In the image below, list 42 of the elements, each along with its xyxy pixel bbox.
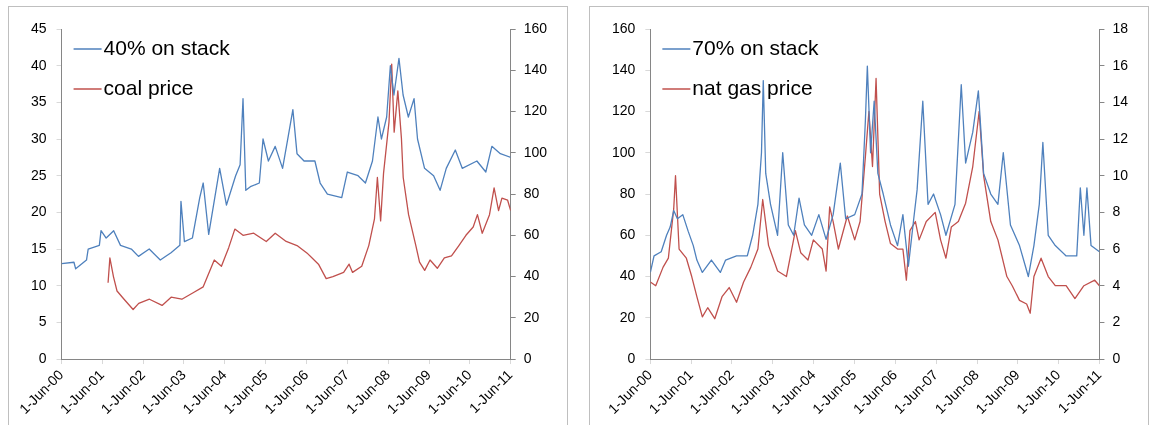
y2-tick-label: 18 — [1112, 19, 1129, 36]
y2-tick-label: 6 — [1112, 239, 1121, 256]
legend-label: 70% on stack — [692, 35, 819, 59]
y2-tick-label: 8 — [1112, 203, 1121, 220]
y2-tick-label: 12 — [1112, 129, 1129, 146]
y2-tick-label: 40 — [523, 267, 540, 284]
y-tick-label: 40 — [30, 56, 47, 73]
y-tick-label: 35 — [30, 93, 47, 110]
y2-tick-label: 80 — [523, 184, 540, 201]
y2-tick-label: 120 — [523, 102, 548, 119]
y-tick-label: 20 — [619, 308, 636, 325]
y2-tick-label: 4 — [1112, 276, 1121, 293]
y2-tick-label: 140 — [523, 61, 548, 78]
y-tick-label: 20 — [30, 203, 47, 220]
y-tick-label: 40 — [619, 267, 636, 284]
y2-tick-label: 0 — [1112, 349, 1121, 366]
y2-tick-label: 20 — [523, 308, 540, 325]
y2-tick-label: 160 — [523, 19, 548, 36]
y2-tick-label: 2 — [1112, 313, 1121, 330]
y-tick-label: 140 — [612, 61, 636, 78]
y-tick-label: 30 — [30, 129, 47, 146]
y-tick-label: 45 — [30, 19, 47, 36]
y-tick-label: 100 — [612, 143, 636, 160]
y2-tick-label: 0 — [523, 349, 532, 366]
y-tick-label: 60 — [619, 226, 636, 243]
y-tick-label: 0 — [627, 349, 636, 366]
y-tick-label: 80 — [619, 184, 636, 201]
y-tick-label: 10 — [30, 276, 47, 293]
y2-tick-label: 100 — [523, 143, 548, 160]
y-tick-label: 120 — [612, 102, 636, 119]
y-tick-label: 160 — [612, 19, 636, 36]
y2-tick-label: 10 — [1112, 166, 1129, 183]
y-tick-label: 25 — [30, 166, 47, 183]
legend-label: nat gas price — [692, 75, 813, 99]
y-tick-label: 5 — [38, 313, 47, 330]
legend-label: 40% on stack — [103, 35, 231, 59]
legend-label: coal price — [103, 75, 194, 99]
y-tick-label: 0 — [38, 349, 47, 366]
y2-tick-label: 60 — [523, 226, 540, 243]
y2-tick-label: 14 — [1112, 93, 1129, 110]
y-tick-label: 15 — [30, 239, 47, 256]
y2-tick-label: 16 — [1112, 56, 1129, 73]
